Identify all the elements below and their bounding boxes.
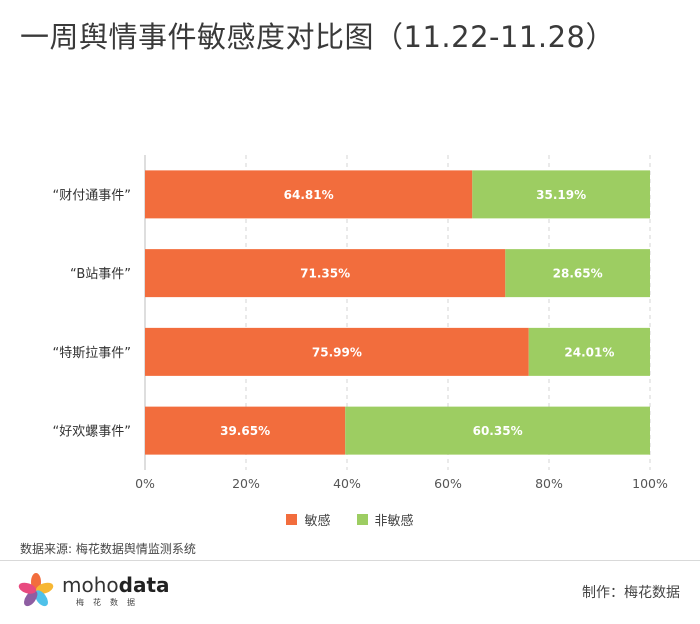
x-tick-label-20: 20%	[232, 476, 260, 491]
category-label-1: “B站事件”	[70, 267, 131, 282]
data-label-nonsensitive-1: 28.65%	[553, 267, 603, 281]
bar-nonsensitive-1	[505, 249, 650, 298]
data-source-note: 数据来源: 梅花数据舆情监测系统	[20, 542, 196, 556]
brand-subtitle: 梅花数据	[76, 598, 144, 607]
category-label-3: “好欢螺事件”	[53, 425, 131, 440]
category-label-0: “财付通事件”	[53, 188, 131, 203]
category-label-2: “特斯拉事件”	[53, 346, 131, 361]
data-label-sensitive-0: 64.81%	[284, 188, 334, 202]
x-tick-label-80: 80%	[535, 476, 563, 491]
data-label-nonsensitive-3: 60.35%	[473, 424, 523, 438]
footer-divider	[0, 560, 700, 561]
x-tick-label-40: 40%	[333, 476, 361, 491]
brand-suffix: data	[118, 573, 170, 597]
legend-item-nonsensitive[interactable]: 非敏感	[356, 510, 414, 529]
bar-sensitive-2	[145, 327, 529, 376]
bar-sensitive-0	[145, 170, 473, 219]
x-tick-label-100: 100%	[632, 476, 668, 491]
legend-swatch-nonsensitive	[356, 514, 368, 525]
chart-legend: 敏感 非敏感	[0, 510, 700, 529]
data-label-sensitive-2: 75.99%	[312, 345, 362, 359]
chart-title: 一周舆情事件敏感度对比图（11.22-11.28）	[20, 20, 616, 54]
bar-nonsensitive-2	[528, 327, 650, 376]
legend-label-sensitive: 敏感	[304, 514, 331, 529]
stacked-bar-chart: 64.81% 35.19% “财付通事件” 71.35% 28.65% “B站事件” 75.…	[53, 155, 668, 491]
mohodata-logo: mohodata 梅花数据	[18, 573, 170, 609]
legend-swatch-sensitive	[286, 514, 298, 525]
brand-wordmark: mohodata	[62, 575, 170, 595]
data-label-sensitive-3: 39.65%	[220, 424, 270, 438]
bar-sensitive-3	[145, 406, 346, 455]
pinwheel-logo-icon	[18, 573, 54, 607]
data-label-sensitive-1: 71.35%	[300, 267, 350, 281]
data-label-nonsensitive-2: 24.01%	[564, 345, 614, 359]
x-tick-label-0: 0%	[135, 476, 155, 491]
data-label-nonsensitive-0: 35.19%	[536, 188, 586, 202]
credit-text: 制作：梅花数据	[582, 585, 680, 601]
brand-prefix: moho	[62, 573, 119, 597]
bar-nonsensitive-0	[472, 170, 650, 219]
x-tick-label-60: 60%	[434, 476, 462, 491]
bar-sensitive-1	[145, 249, 506, 298]
bar-nonsensitive-3	[345, 406, 650, 455]
legend-label-nonsensitive: 非敏感	[374, 514, 414, 529]
legend-item-sensitive[interactable]: 敏感	[286, 510, 331, 529]
